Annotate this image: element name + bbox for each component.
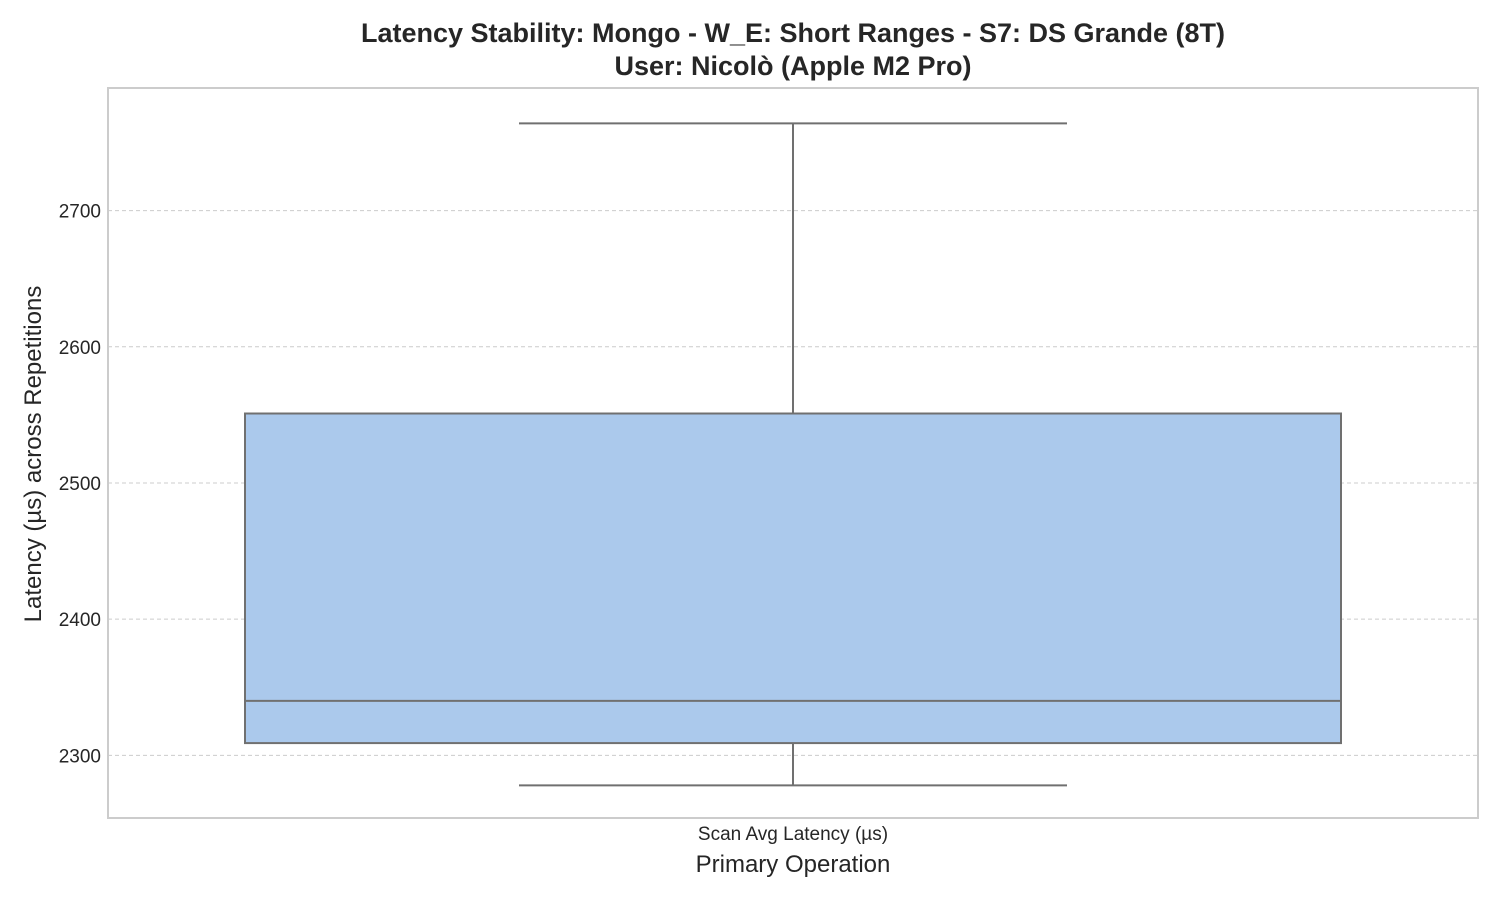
y-tick-label: 2600 — [59, 338, 101, 359]
y-axis-label: Latency (µs) across Repetitions — [20, 286, 47, 623]
box-layer — [244, 122, 1342, 787]
x-tick-label: Scan Avg Latency (µs) — [698, 824, 888, 845]
y-tick-label: 2300 — [59, 746, 101, 767]
y-tick-label: 2700 — [59, 202, 101, 223]
x-axis-label: Primary Operation — [696, 851, 891, 878]
y-tick-label: 2400 — [59, 610, 101, 631]
box-group — [244, 122, 1342, 787]
y-tick-labels: 2300 2400 2500 2600 2700 — [59, 202, 101, 768]
x-tick-labels: Scan Avg Latency (µs) — [698, 824, 888, 845]
chart-subtitle: User: Nicolò (Apple M2 Pro) — [614, 51, 971, 81]
plot-frame — [107, 87, 1479, 819]
chart-title: Latency Stability: Mongo - W_E: Short Ra… — [361, 18, 1225, 48]
iqr-box — [244, 412, 1342, 745]
y-tick-label: 2500 — [59, 474, 101, 495]
